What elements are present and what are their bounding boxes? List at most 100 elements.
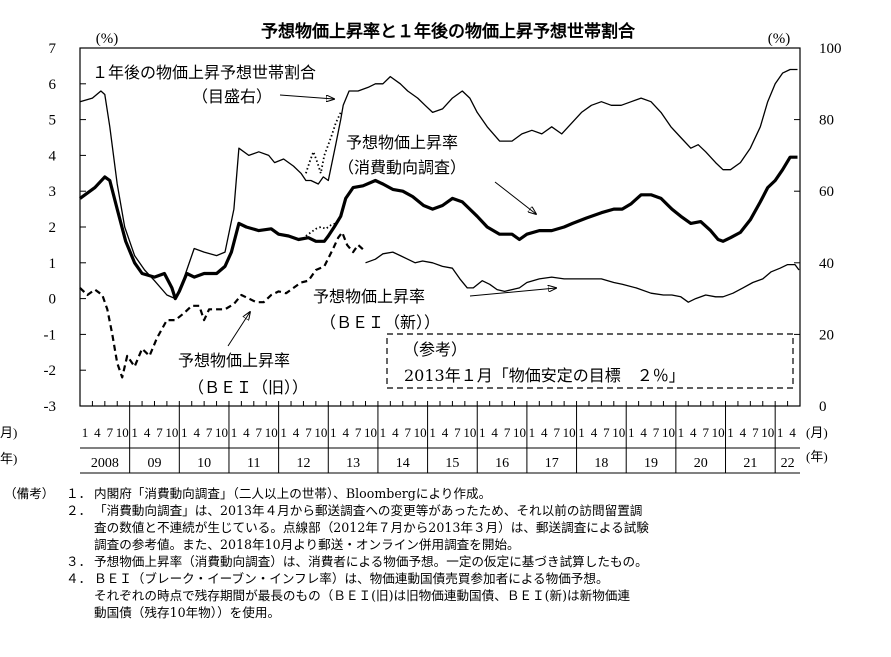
month-label: 4: [740, 425, 747, 440]
left-tick-label: 4: [49, 148, 57, 164]
note-4: ４． ＢＥＩ（ブレーク・イーブン・インフレ率）は、物価連動国債売買参加者による物…: [4, 570, 888, 587]
year-label: 22: [781, 456, 795, 471]
month-label: 7: [454, 425, 461, 440]
right-tick-label: 80: [819, 113, 834, 129]
month-label: 4: [293, 425, 300, 440]
note-text: 調査の参考値。また、2018年10月より郵送・オンライン併用調査を開始。: [94, 537, 520, 552]
x-month-unit-left: 月): [0, 425, 17, 440]
note-2-cont: 査の数値と不連続が生じている。点線部（2012年７月から2013年３月）は、郵送…: [4, 519, 888, 536]
x-month-unit: (月): [806, 425, 828, 440]
month-label: 4: [491, 425, 498, 440]
month-label: 1: [529, 425, 536, 440]
note-2-cont: 調査の参考値。また、2018年10月より郵送・オンライン併用調査を開始。: [4, 536, 888, 553]
x-year-unit: (年): [806, 449, 828, 464]
month-label: 7: [603, 425, 610, 440]
bei-new-arrow: [469, 288, 556, 297]
year-label: 17: [545, 456, 559, 471]
month-label: 7: [256, 425, 263, 440]
month-label: 1: [678, 425, 685, 440]
bei-new-label: 予想物価上昇率: [313, 287, 425, 306]
left-tick-label: -1: [44, 327, 57, 343]
left-tick-label: -3: [44, 399, 57, 415]
survey-label-sub: （消費動向調査）: [338, 158, 466, 177]
month-label: 10: [215, 425, 228, 440]
note-4-cont: 動国債（残存10年物））を使用。: [4, 604, 888, 621]
month-label: 1: [231, 425, 238, 440]
note-text: 予想物価上昇率（消費動向調査）は、消費者による物価予想。一定の仮定に基づき試算し…: [94, 554, 648, 569]
note-text: 内閣府「消費動向調査」（二人以上の世帯）、Bloombergにより作成。: [94, 486, 492, 501]
month-label: 7: [752, 425, 759, 440]
reference-text: 2013年１月「物価安定の目標 ２％」: [404, 366, 685, 385]
household-arrow: [279, 94, 334, 99]
left-tick-label: 7: [49, 41, 57, 57]
month-label: 1: [429, 425, 436, 440]
month-label: 4: [342, 425, 349, 440]
month-label: 1: [330, 425, 337, 440]
month-label: 4: [789, 425, 796, 440]
note-number: ４．: [66, 571, 92, 586]
series-layer: [79, 68, 800, 379]
notes: （備考） １． 内閣府「消費動向調査」（二人以上の世帯）、Bloombergによ…: [4, 485, 888, 621]
year-label: 09: [147, 456, 161, 471]
month-label: 7: [206, 425, 213, 440]
month-label: 10: [414, 425, 427, 440]
right-tick-label: 0: [819, 399, 827, 415]
note-4-cont: それぞれの時点で残存期間が最長のもの（ＢＥＩ(旧)は旧物価連動国債、ＢＥＩ(新)…: [4, 587, 888, 604]
series-line-5: [305, 215, 342, 237]
series-line-2: [79, 231, 365, 379]
x-year-unit-left: 年): [0, 451, 17, 466]
month-label: 1: [380, 425, 387, 440]
left-tick-label: 2: [49, 220, 57, 236]
note-text: 動国債（残存10年物））を使用。: [94, 605, 281, 620]
month-label: 4: [392, 425, 399, 440]
month-label: 7: [156, 425, 163, 440]
month-label: 4: [243, 425, 250, 440]
bei-old-label-sub: （ＢＥＩ（旧））: [188, 378, 308, 397]
month-label: 1: [280, 425, 287, 440]
year-label: 14: [396, 456, 410, 471]
series-line-4: [305, 112, 342, 175]
month-label: 7: [355, 425, 362, 440]
right-tick-label: 100: [819, 41, 842, 57]
month-label: 4: [591, 425, 598, 440]
reference-heading: （参考）: [403, 340, 467, 359]
survey-arrow: [494, 181, 536, 214]
note-number: １．: [66, 486, 92, 501]
month-label: 1: [578, 425, 585, 440]
left-axis: 7 6 5 4 3 2 1 0 -1 -2 -3: [44, 41, 86, 415]
year-label: 20: [694, 456, 708, 471]
bei-old-label: 予想物価上昇率: [178, 351, 290, 370]
year-label: 16: [495, 456, 509, 471]
month-label: 7: [504, 425, 511, 440]
reference-box: [386, 333, 794, 389]
month-label: 10: [712, 425, 725, 440]
note-text: それぞれの時点で残存期間が最長のもの（ＢＥＩ(旧)は旧物価連動国債、ＢＥＩ(新)…: [94, 588, 630, 603]
note-text: 「消費動向調査」は、2013年４月から郵送調査への変更等があったため、それ以前の…: [94, 503, 643, 518]
year-label: 11: [247, 456, 260, 471]
household-label: １年後の物価上昇予想世帯割合: [92, 63, 316, 82]
month-label: 10: [265, 425, 278, 440]
left-tick-label: 3: [49, 184, 57, 200]
month-label: 4: [541, 425, 548, 440]
left-tick-label: 1: [49, 256, 57, 272]
left-tick-label: 5: [49, 113, 57, 129]
survey-label: 予想物価上昇率: [346, 133, 458, 152]
right-axis: 100 80 60 40 20 0: [794, 41, 842, 415]
notes-heading: （備考）: [4, 486, 55, 501]
series-line-1: [79, 155, 798, 301]
right-axis-unit: (%): [768, 31, 791, 47]
year-label: 13: [346, 456, 360, 471]
note-number: ２．: [66, 503, 92, 518]
month-label: 10: [612, 425, 625, 440]
left-axis-unit: (%): [96, 31, 119, 47]
note-text: 査の数値と不連続が生じている。点線部（2012年７月から2013年３月）は、郵送…: [94, 520, 649, 535]
month-label: 1: [82, 425, 89, 440]
month-label: 10: [513, 425, 526, 440]
year-label: 2008: [91, 456, 119, 471]
right-tick-label: 60: [819, 184, 834, 200]
month-label: 10: [662, 425, 675, 440]
year-label: 18: [594, 456, 608, 471]
chart-title: 予想物価上昇率と１年後の物価上昇予想世帯割合: [261, 21, 636, 42]
month-label: 4: [640, 425, 647, 440]
